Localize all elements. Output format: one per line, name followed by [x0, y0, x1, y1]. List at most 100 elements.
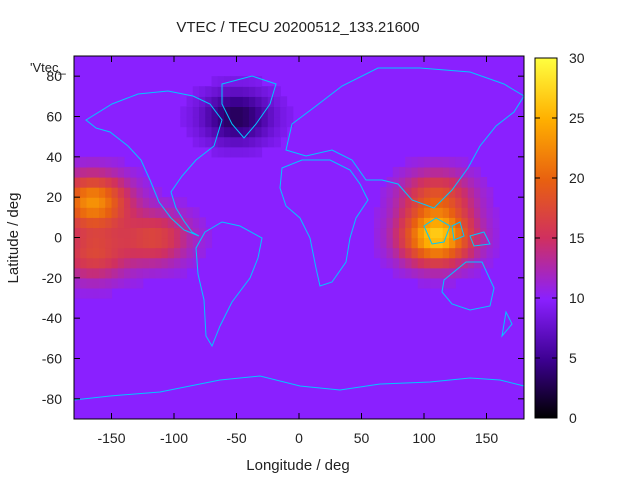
heatmap-cell [380, 187, 388, 198]
heatmap-cell [467, 177, 475, 188]
heatmap-cell [417, 227, 425, 239]
heatmap-cell [99, 156, 106, 168]
heatmap-cell [436, 257, 444, 269]
y-tick-label: -40 [42, 310, 62, 326]
heatmap-cell [449, 257, 456, 269]
heatmap-cell [380, 207, 388, 218]
heatmap-cell [180, 247, 188, 259]
heatmap-cell [92, 207, 100, 218]
heatmap-cell [111, 166, 119, 178]
heatmap-cell [136, 166, 144, 178]
heatmap-cell [117, 277, 125, 289]
heatmap-cell [261, 116, 269, 128]
heatmap-cell [274, 116, 281, 128]
heatmap-cell [249, 96, 256, 108]
heatmap-cell [130, 277, 138, 289]
heatmap-cell [124, 257, 131, 269]
colorbar-tick-label: 30 [569, 50, 585, 66]
heatmap-cell [461, 197, 469, 208]
heatmap-cell [374, 247, 381, 259]
heatmap-cell [430, 187, 438, 198]
heatmap-cell [480, 257, 488, 269]
heatmap-cell [442, 177, 450, 188]
heatmap-cell [149, 257, 156, 269]
heatmap-cell [174, 257, 181, 269]
heatmap-cell [174, 197, 181, 208]
heatmap-cell [386, 227, 394, 239]
heatmap-cell [417, 187, 425, 198]
heatmap-cell [467, 227, 475, 239]
heatmap-cell [92, 287, 100, 299]
heatmap-cell [411, 257, 419, 269]
heatmap-cell [74, 247, 81, 259]
heatmap-cell [86, 207, 94, 218]
heatmap-cell [424, 166, 431, 178]
heatmap-cell [255, 116, 263, 128]
heatmap-cell [199, 227, 206, 239]
heatmap-cell [86, 237, 94, 249]
heatmap-cell [136, 277, 144, 289]
heatmap-cell [461, 237, 469, 249]
heatmap-cell [199, 237, 206, 249]
heatmap-cell [255, 86, 263, 97]
heatmap-cell [417, 237, 425, 249]
heatmap-cell [167, 197, 175, 208]
heatmap-cell [474, 247, 481, 259]
heatmap-cell [442, 217, 450, 229]
heatmap-cell [74, 177, 81, 188]
heatmap-cell [386, 207, 394, 218]
heatmap-cell [442, 207, 450, 218]
heatmap-cell [192, 227, 200, 239]
heatmap-cell [217, 76, 225, 87]
heatmap-cell [411, 267, 419, 279]
heatmap-cell [86, 187, 94, 198]
heatmap-cell [442, 227, 450, 239]
heatmap-cell [105, 217, 113, 229]
heatmap-cell [374, 217, 381, 229]
heatmap-cell [74, 166, 81, 178]
heatmap-cell [261, 126, 269, 138]
heatmap-cell [136, 257, 144, 269]
heatmap-cell [405, 257, 413, 269]
heatmap-cell [80, 237, 88, 249]
heatmap-cell [249, 86, 256, 97]
heatmap-cell [186, 257, 194, 269]
heatmap-cell [124, 227, 131, 239]
colorbar-tick-label: 25 [569, 110, 585, 126]
heatmap-cell [155, 247, 163, 259]
heatmap-cell [267, 116, 275, 128]
heatmap-cell [105, 277, 113, 289]
heatmap-cell [80, 187, 88, 198]
heatmap-cell [142, 187, 150, 198]
heatmap-cell [86, 227, 94, 239]
heatmap-cell [117, 207, 125, 218]
heatmap-cell [117, 237, 125, 249]
heatmap-cell [411, 247, 419, 259]
heatmap-cell [92, 227, 100, 239]
heatmap-cell [80, 217, 88, 229]
heatmap-cell [124, 217, 131, 229]
heatmap-cell [455, 197, 463, 208]
heatmap-cell [149, 197, 156, 208]
heatmap-cell [74, 156, 81, 168]
heatmap-cell [242, 76, 250, 87]
heatmap-cell [392, 237, 400, 249]
heatmap-cell [411, 217, 419, 229]
heatmap-cell [486, 257, 494, 269]
heatmap-cell [392, 197, 400, 208]
heatmap-cell [386, 197, 394, 208]
heatmap-cell [92, 156, 100, 168]
coastline-australia [441, 261, 495, 311]
heatmap-cell [74, 287, 81, 299]
heatmap-cell [117, 257, 125, 269]
heatmap-cell [399, 177, 406, 188]
heatmap-cell [405, 197, 413, 208]
heatmap-cell [80, 257, 88, 269]
heatmap-cell [449, 197, 456, 208]
heatmap-cell [92, 217, 100, 229]
heatmap-cell [430, 177, 438, 188]
heatmap-cell [467, 166, 475, 178]
heatmap-cell [474, 197, 481, 208]
heatmap-cell [449, 217, 456, 229]
heatmap-cell [111, 257, 119, 269]
